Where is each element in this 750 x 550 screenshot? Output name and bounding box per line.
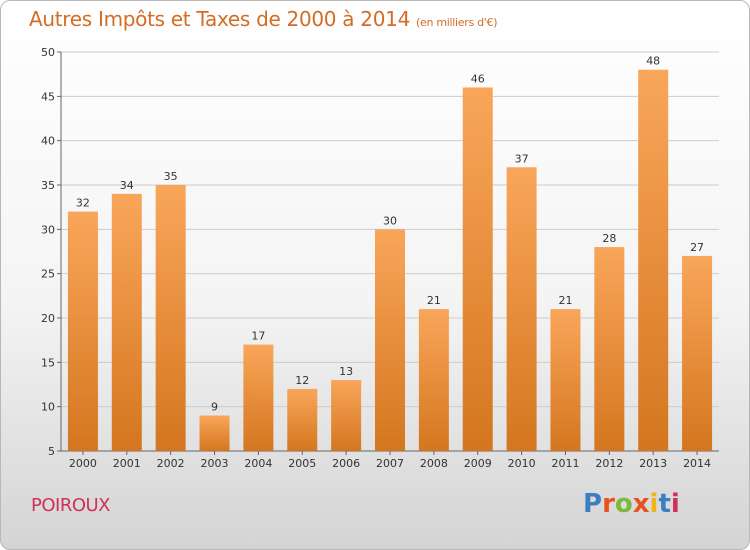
commune-name: POIROUX	[31, 495, 111, 516]
logo-letter: P	[583, 489, 603, 519]
x-tick-label-2013: 2013	[639, 457, 667, 470]
unit-label: (en milliers d'€)	[416, 16, 498, 29]
x-tick-label-2001: 2001	[113, 457, 141, 470]
x-tick-label-2011: 2011	[551, 457, 579, 470]
x-tick-label-2008: 2008	[420, 457, 448, 470]
bar-2001	[111, 193, 142, 451]
data-label-2001: 34	[120, 179, 134, 192]
data-label-2000: 32	[76, 197, 90, 210]
x-tick-label-2009: 2009	[464, 457, 492, 470]
y-tick-label: 5	[48, 445, 55, 458]
bar-2014	[682, 255, 713, 451]
y-tick-label: 35	[41, 179, 55, 192]
data-label-2012: 28	[602, 232, 616, 245]
bar-2004	[243, 344, 274, 451]
x-tick-label-2006: 2006	[332, 457, 360, 470]
data-label-2006: 13	[339, 365, 353, 378]
labels: 5 10 15 20 25 30 35 40 45 50 32 2000 34 2001 35 2002 9 20…	[41, 46, 711, 470]
x-tick-label-2010: 2010	[508, 457, 536, 470]
x-tick-label-2005: 2005	[288, 457, 316, 470]
proxiti-logo[interactable]: Proxiti	[583, 489, 680, 519]
x-tick-label-2004: 2004	[244, 457, 272, 470]
logo-letter: t	[658, 489, 671, 519]
data-label-2007: 30	[383, 214, 397, 227]
bar-2000	[67, 211, 98, 451]
y-tick-label: 30	[41, 223, 55, 236]
x-tick-label-2014: 2014	[683, 457, 711, 470]
data-label-2002: 35	[164, 170, 178, 183]
y-tick-label: 10	[41, 401, 55, 414]
logo-letter: r	[602, 489, 615, 519]
x-tick-label-2000: 2000	[69, 457, 97, 470]
y-tick-label: 20	[41, 312, 55, 325]
logo-letter: i	[670, 489, 680, 519]
y-tick-label: 45	[41, 90, 55, 103]
data-label-2008: 21	[427, 294, 441, 307]
data-label-2010: 37	[515, 152, 529, 165]
bar-2003	[199, 415, 230, 451]
bar-2012	[594, 247, 625, 451]
x-tick-label-2012: 2012	[595, 457, 623, 470]
bar-2005	[287, 388, 318, 451]
chart-title: Autres Impôts et Taxes de 2000 à 2014 (en…	[29, 7, 497, 31]
bar-2010	[506, 167, 537, 451]
bar-2006	[331, 380, 362, 451]
x-tick-label-2007: 2007	[376, 457, 404, 470]
bar-2007	[375, 229, 405, 451]
data-label-2013: 48	[646, 55, 660, 68]
logo-letter: x	[632, 489, 650, 519]
logo-letter: o	[614, 489, 633, 519]
title-text: Autres Impôts et Taxes de 2000 à 2014	[29, 7, 410, 31]
data-label-2009: 46	[471, 72, 485, 85]
bars	[67, 69, 713, 451]
bar-2013	[638, 69, 669, 451]
data-label-2011: 21	[558, 294, 572, 307]
y-tick-label: 15	[41, 356, 55, 369]
logo-letter: i	[649, 489, 659, 519]
x-tick-label-2002: 2002	[157, 457, 185, 470]
data-label-2003: 9	[211, 401, 218, 414]
bar-2009	[462, 87, 493, 451]
bar-2002	[155, 185, 186, 451]
y-tick-label: 40	[41, 135, 55, 148]
data-label-2014: 27	[690, 241, 704, 254]
data-label-2005: 12	[295, 374, 309, 387]
bar-2008	[418, 309, 449, 451]
y-tick-label: 50	[41, 46, 55, 59]
y-tick-label: 25	[41, 268, 55, 281]
data-label-2004: 17	[251, 330, 265, 343]
x-tick-label-2003: 2003	[201, 457, 229, 470]
bar-2011	[550, 309, 581, 451]
